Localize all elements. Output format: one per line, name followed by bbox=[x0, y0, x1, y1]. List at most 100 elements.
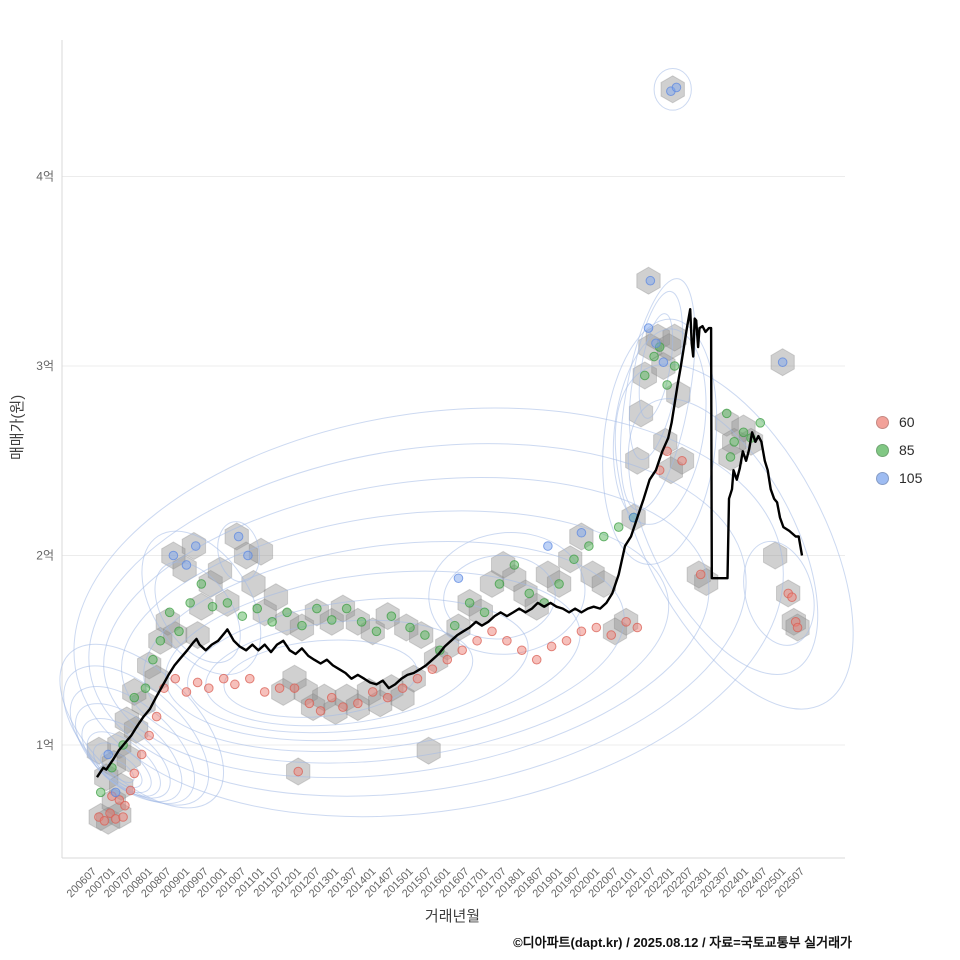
scatter-point-105 bbox=[190, 541, 201, 551]
scatter-point-85 bbox=[464, 598, 475, 608]
scatter-point-60 bbox=[151, 711, 162, 722]
scatter-point-105 bbox=[168, 550, 179, 561]
scatter-point-85 bbox=[196, 579, 207, 589]
scatter-point-85 bbox=[148, 654, 158, 665]
legend-label: 85 bbox=[899, 442, 915, 458]
scatter-point-60 bbox=[118, 812, 128, 822]
scatter-point-60 bbox=[457, 645, 467, 656]
scatter-point-105 bbox=[576, 527, 587, 538]
scatter-point-60 bbox=[259, 687, 270, 697]
contour-line bbox=[103, 476, 710, 779]
scatter-point-60 bbox=[695, 569, 706, 580]
contour-line bbox=[620, 278, 696, 511]
scatter-point-60 bbox=[338, 702, 348, 712]
scatter-point-85 bbox=[237, 611, 248, 621]
scatter-point-85 bbox=[405, 622, 415, 633]
contour-line bbox=[141, 530, 262, 676]
scatter-point-85 bbox=[371, 626, 382, 637]
y-tick-label: 3억 bbox=[36, 359, 54, 373]
legend-swatch bbox=[876, 415, 889, 429]
contour-line bbox=[107, 760, 135, 784]
series-105 bbox=[103, 82, 788, 798]
scatter-point-60 bbox=[632, 622, 643, 633]
contour-line bbox=[187, 597, 529, 734]
scatter-point-85 bbox=[267, 617, 277, 627]
scatter-point-85 bbox=[356, 617, 367, 627]
hexbin-cell bbox=[155, 607, 180, 636]
scatter-point-85 bbox=[738, 427, 749, 438]
density-contour-layer bbox=[59, 67, 854, 818]
scatter-point-105 bbox=[233, 531, 244, 542]
scatter-point-60 bbox=[144, 730, 154, 741]
scatter-point-60 bbox=[125, 785, 136, 796]
legend-label: 60 bbox=[899, 414, 915, 430]
scatter-point-105 bbox=[110, 787, 121, 798]
scatter-point-60 bbox=[442, 654, 453, 665]
scatter-point-105 bbox=[777, 357, 788, 368]
scatter-point-60 bbox=[382, 692, 393, 703]
hexbin-cell bbox=[625, 446, 650, 475]
scatter-point-105 bbox=[103, 749, 113, 760]
scatter-point-85 bbox=[297, 620, 307, 631]
scatter-point-85 bbox=[639, 370, 650, 381]
scatter-point-60 bbox=[606, 630, 617, 640]
scatter-point-60 bbox=[181, 687, 192, 697]
legend-label: 105 bbox=[899, 470, 923, 486]
y-tick-label: 1억 bbox=[36, 738, 54, 752]
contour-line bbox=[75, 703, 183, 803]
scatter-point-85 bbox=[155, 635, 166, 646]
scatter-point-60 bbox=[120, 800, 130, 811]
scatter-point-60 bbox=[472, 635, 482, 646]
trend-line bbox=[95, 308, 804, 778]
contour-line bbox=[154, 561, 241, 664]
y-tick-label: 2억 bbox=[36, 549, 54, 563]
scatter-point-60 bbox=[792, 622, 803, 633]
y-tick-label: 4억 bbox=[36, 170, 54, 184]
scatter-point-85 bbox=[282, 607, 292, 618]
scatter-point-85 bbox=[729, 437, 740, 447]
scatter-point-60 bbox=[218, 673, 229, 684]
scatter-point-105 bbox=[181, 560, 192, 570]
scatter-point-60 bbox=[129, 768, 140, 779]
contour-line bbox=[86, 731, 161, 797]
scatter-point-85 bbox=[479, 607, 490, 618]
scatter-point-85 bbox=[662, 380, 672, 390]
contour-line bbox=[638, 313, 674, 419]
scatter-point-60 bbox=[591, 622, 602, 633]
scatter-point-85 bbox=[721, 408, 732, 419]
scatter-point-85 bbox=[524, 588, 535, 599]
scatter-point-105 bbox=[651, 338, 661, 349]
contour-line bbox=[121, 510, 670, 764]
scatter-point-60 bbox=[353, 698, 363, 709]
scatter-point-85 bbox=[449, 620, 460, 631]
hexbin-layer bbox=[86, 75, 810, 835]
contour-line bbox=[143, 540, 625, 752]
scatter-point-85 bbox=[494, 579, 505, 589]
scatter-point-105 bbox=[243, 550, 253, 561]
scatter-point-60 bbox=[546, 641, 557, 652]
hexbin-cell bbox=[714, 408, 739, 437]
scatter-point-60 bbox=[531, 654, 542, 665]
hexbin-cell bbox=[198, 569, 223, 598]
scatter-point-60 bbox=[105, 808, 115, 819]
scatter-point-60 bbox=[99, 816, 110, 826]
contour-line bbox=[627, 398, 819, 675]
scatter-point-105 bbox=[658, 357, 669, 368]
scatter-point-60 bbox=[293, 766, 304, 777]
scatter-point-85 bbox=[420, 630, 430, 640]
hexbin-cell bbox=[763, 541, 788, 570]
scatter-point-60 bbox=[677, 455, 687, 466]
scatter-point-105 bbox=[453, 573, 464, 584]
scatter-point-85 bbox=[341, 603, 352, 614]
scatter-point-60 bbox=[487, 626, 497, 637]
x-axis-title: 거래년월 bbox=[424, 908, 481, 925]
scatter-point-85 bbox=[725, 452, 736, 462]
hexbin-cell bbox=[248, 537, 274, 566]
scatter-point-85 bbox=[613, 522, 624, 532]
hexbin-cell bbox=[591, 569, 616, 598]
contour-line bbox=[217, 521, 260, 583]
scatter-point-85 bbox=[326, 615, 337, 625]
contour-line bbox=[614, 363, 854, 710]
contour-line bbox=[602, 318, 718, 565]
contour-line bbox=[428, 532, 586, 655]
